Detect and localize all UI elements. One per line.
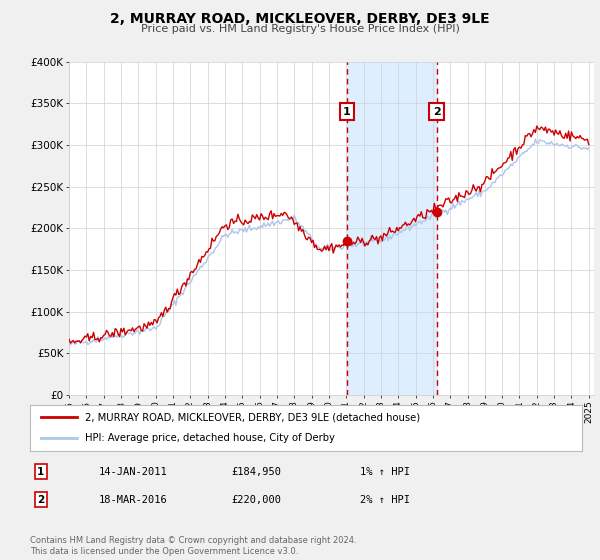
Bar [347, 62, 437, 395]
Text: 1: 1 [343, 106, 351, 116]
Text: 2, MURRAY ROAD, MICKLEOVER, DERBY, DE3 9LE: 2, MURRAY ROAD, MICKLEOVER, DERBY, DE3 9… [110, 12, 490, 26]
Text: Contains HM Land Registry data © Crown copyright and database right 2024.
This d: Contains HM Land Registry data © Crown c… [30, 536, 356, 556]
Text: 2% ↑ HPI: 2% ↑ HPI [360, 494, 410, 505]
Text: 1: 1 [37, 466, 44, 477]
Text: £184,950: £184,950 [231, 466, 281, 477]
Text: Price paid vs. HM Land Registry's House Price Index (HPI): Price paid vs. HM Land Registry's House … [140, 24, 460, 34]
Text: 1% ↑ HPI: 1% ↑ HPI [360, 466, 410, 477]
Text: £220,000: £220,000 [231, 494, 281, 505]
Text: 2: 2 [433, 106, 440, 116]
Text: 2, MURRAY ROAD, MICKLEOVER, DERBY, DE3 9LE (detached house): 2, MURRAY ROAD, MICKLEOVER, DERBY, DE3 9… [85, 412, 421, 422]
Text: HPI: Average price, detached house, City of Derby: HPI: Average price, detached house, City… [85, 433, 335, 444]
Text: 14-JAN-2011: 14-JAN-2011 [99, 466, 168, 477]
Text: 18-MAR-2016: 18-MAR-2016 [99, 494, 168, 505]
Text: 2: 2 [37, 494, 44, 505]
